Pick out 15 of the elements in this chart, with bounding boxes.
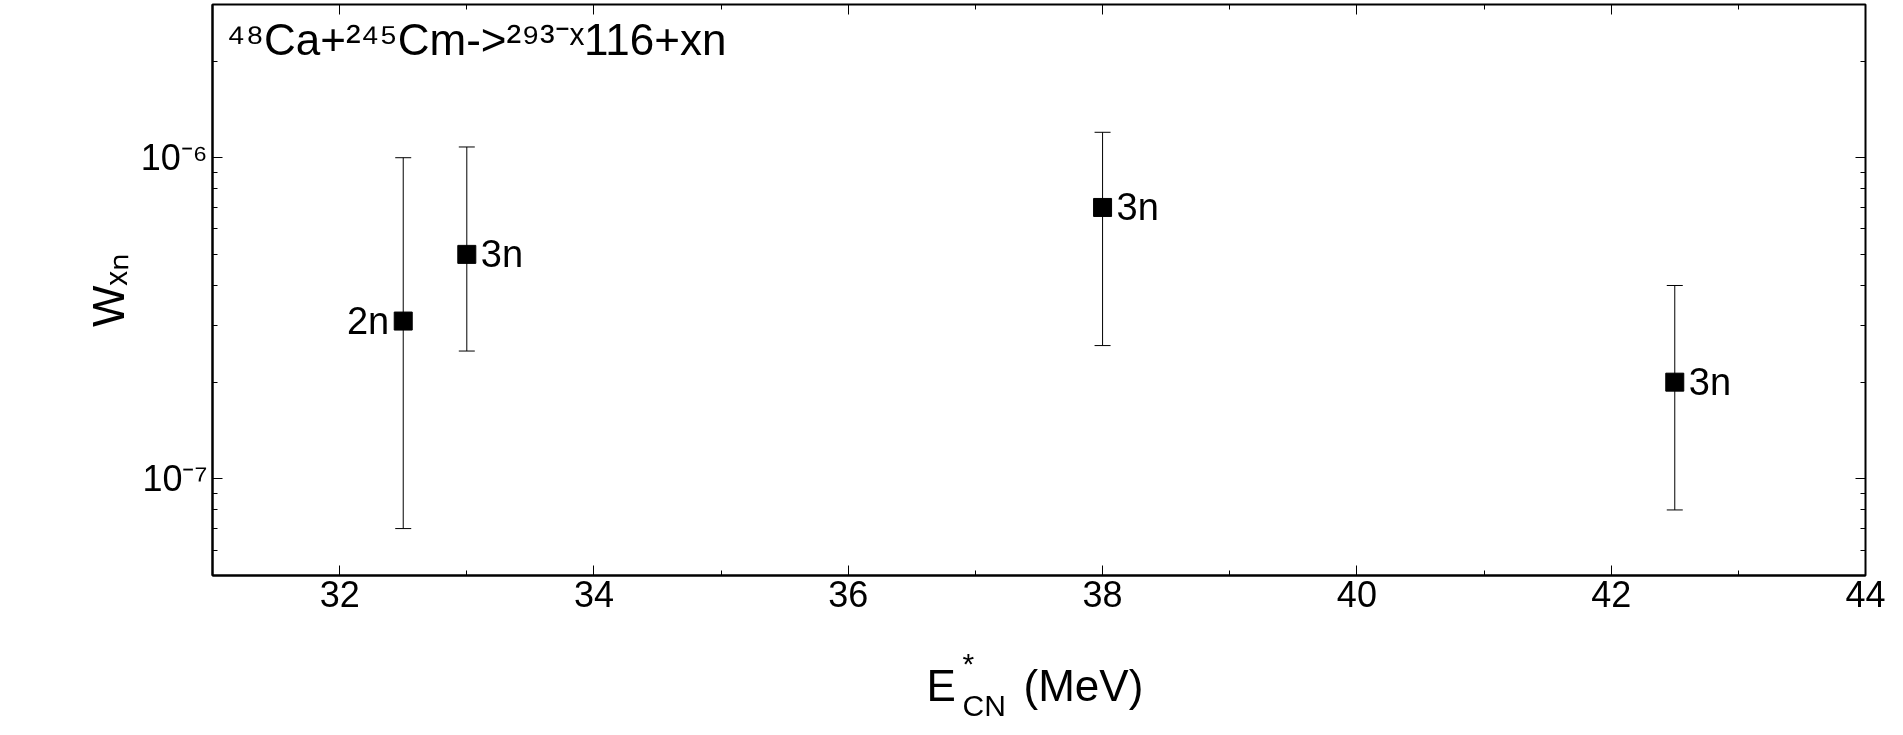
y-tick-label: 10⁻⁷ [142,458,208,500]
x-tick-label: 42 [1591,573,1632,615]
y-tick-label: 10⁻⁶ [140,137,208,179]
x-tick-label: 34 [573,573,614,615]
annotation: 3n [1116,186,1159,229]
y-axis-title: Wₓₙ [83,253,133,327]
annotation: 3n [1688,361,1732,404]
x-tick-label: 44 [1845,573,1886,615]
x-tick-label: 36 [828,573,869,615]
annotation: 3n [480,233,524,276]
annotation: ⁴⁸Ca+²⁴⁵Cm->²⁹³⁻ˣ116+xn [226,14,727,64]
x-tick-label: 38 [1082,573,1123,615]
x-tick-label: 40 [1336,573,1377,615]
x-tick-label: 32 [319,573,360,615]
annotation: 2n [346,300,390,343]
